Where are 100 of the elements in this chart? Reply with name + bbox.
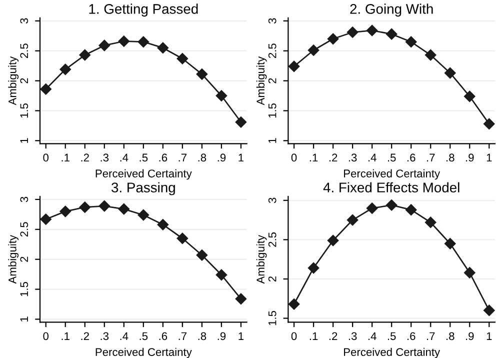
y-tick-label: 2 <box>20 256 28 262</box>
y-tick-label: 1 <box>20 316 28 322</box>
x-tick-label: .8 <box>198 332 206 340</box>
point <box>425 216 436 228</box>
y-tick-label: 3 <box>268 18 276 24</box>
point <box>386 28 398 40</box>
chart-title: 4. Fixed Effects Model <box>323 182 460 192</box>
point <box>405 36 417 48</box>
x-tick-label: .1 <box>62 154 70 162</box>
y-tick-label: 3 <box>20 196 28 202</box>
x-tick-label: .4 <box>368 154 376 162</box>
point <box>79 202 90 213</box>
x-tick-label: .7 <box>178 154 187 162</box>
y-axis-title: Ambiguity <box>8 56 19 106</box>
x-tick-label: 0 <box>43 332 49 340</box>
point <box>484 304 495 316</box>
x-tick-label: .2 <box>81 154 89 162</box>
point <box>405 204 417 216</box>
x-tick-label: .6 <box>159 154 168 162</box>
point <box>308 262 320 274</box>
x-tick-label: .6 <box>407 332 416 340</box>
point <box>346 214 358 226</box>
x-tick-label: .7 <box>426 332 435 340</box>
x-tick-label: .8 <box>446 332 454 340</box>
point <box>484 118 495 130</box>
x-tick-label: .5 <box>140 154 148 162</box>
point <box>79 49 90 61</box>
point <box>425 49 436 61</box>
point <box>157 218 169 230</box>
y-tick-label: 1.5 <box>268 103 276 118</box>
chart-title: 3. Passing <box>112 182 175 196</box>
point <box>176 232 188 244</box>
point <box>118 203 130 215</box>
x-tick-label: .8 <box>446 154 454 162</box>
x-tick-label: 0 <box>291 332 297 340</box>
chart-title: 2. Going With <box>350 4 433 17</box>
point <box>40 84 52 95</box>
x-tick-label: .3 <box>348 154 357 162</box>
y-tick-label: 1.5 <box>20 282 28 296</box>
point <box>464 267 476 278</box>
x-tick-label: .2 <box>329 154 338 162</box>
point <box>138 36 150 48</box>
x-tick-label: .5 <box>388 332 396 340</box>
x-tick-label: .2 <box>81 332 89 340</box>
x-tick-label: .9 <box>218 154 226 162</box>
x-tick-label: 1 <box>486 154 492 162</box>
x-tick-label: .9 <box>466 332 474 340</box>
x-tick-label: .1 <box>310 154 318 162</box>
point <box>235 293 247 304</box>
x-tick-label: .2 <box>329 332 338 340</box>
x-axis-title: Perceived Certainty <box>96 348 192 358</box>
y-tick-label: 3 <box>268 198 276 204</box>
point <box>196 68 208 80</box>
x-tick-label: .7 <box>178 332 187 340</box>
y-tick-label: 3 <box>20 18 28 24</box>
point <box>308 44 320 56</box>
point <box>216 269 228 280</box>
y-tick-label: 2.5 <box>268 232 276 247</box>
x-axis-title: Perceived Certainty <box>96 169 192 180</box>
x-tick-label: .3 <box>100 154 109 162</box>
y-tick-label: 2 <box>20 78 28 84</box>
point <box>444 67 456 79</box>
x-tick-label: .4 <box>120 332 128 340</box>
x-tick-label: 1 <box>486 332 492 340</box>
x-axis-title: Perceived Certainty <box>344 169 440 180</box>
point <box>118 36 130 47</box>
y-tick-label: 1 <box>268 138 276 143</box>
y-axis-title: Ambiguity <box>8 234 19 284</box>
point <box>235 116 247 128</box>
point <box>464 90 476 102</box>
x-tick-label: .4 <box>368 332 376 340</box>
point <box>98 200 110 212</box>
point <box>366 202 378 214</box>
x-tick-label: .8 <box>198 154 206 162</box>
point <box>157 42 169 54</box>
x-tick-label: .5 <box>140 332 148 340</box>
point <box>176 53 188 64</box>
x-tick-label: 0 <box>43 154 49 162</box>
point <box>327 234 339 246</box>
x-axis-title: Perceived Certainty <box>344 348 440 358</box>
y-axis-title: Ambiguity <box>256 234 267 284</box>
y-tick-label: 1 <box>20 138 28 143</box>
point <box>366 24 378 36</box>
x-tick-label: .9 <box>466 154 474 162</box>
point <box>346 26 358 38</box>
y-tick-label: 1.5 <box>268 311 276 326</box>
y-axis-title: Ambiguity <box>256 56 267 106</box>
x-tick-label: .5 <box>388 154 396 162</box>
x-tick-label: 1 <box>238 154 244 162</box>
y-tick-label: 2.5 <box>20 44 28 58</box>
x-tick-label: .7 <box>426 154 435 162</box>
x-tick-label: .6 <box>407 154 416 162</box>
x-tick-label: .6 <box>159 332 168 340</box>
point <box>40 214 52 225</box>
y-tick-label: 2.5 <box>20 222 28 237</box>
x-tick-label: 0 <box>291 154 297 162</box>
y-tick-label: 2 <box>268 276 276 282</box>
point <box>288 60 300 72</box>
x-tick-label: .4 <box>120 154 128 162</box>
point <box>386 199 398 211</box>
